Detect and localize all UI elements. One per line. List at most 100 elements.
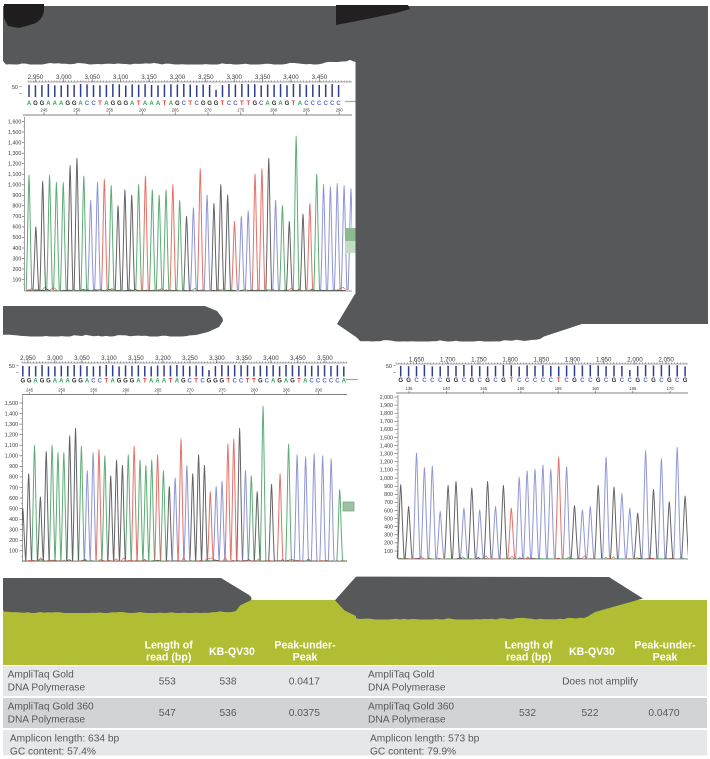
svg-text:1,200: 1,200 (5, 433, 18, 439)
svg-text:G: G (201, 101, 206, 107)
svg-text:G: G (258, 379, 263, 385)
svg-text:1,500: 1,500 (5, 401, 18, 407)
svg-text:A: A (155, 379, 160, 385)
svg-text:255: 255 (106, 108, 114, 113)
svg-text:155: 155 (555, 386, 563, 391)
svg-text:G: G (40, 379, 45, 385)
svg-text:300: 300 (9, 528, 18, 534)
svg-text:C: C (304, 101, 309, 107)
svg-text:1,850: 1,850 (534, 357, 550, 364)
svg-text:A: A (143, 101, 148, 107)
svg-text:T: T (169, 379, 173, 385)
svg-text:1,300: 1,300 (380, 452, 393, 458)
svg-text:C: C (620, 378, 625, 384)
svg-text:KB-QV30: KB-QV30 (209, 646, 255, 658)
svg-text:A: A (130, 101, 135, 107)
svg-text:C: C (85, 101, 90, 107)
svg-text:A: A (342, 379, 347, 385)
svg-text:265: 265 (155, 388, 163, 393)
svg-text:1,200: 1,200 (380, 460, 393, 466)
svg-text:135: 135 (406, 386, 414, 391)
svg-text:read (bp): read (bp) (506, 652, 551, 664)
svg-text:C: C (604, 378, 609, 384)
svg-text:250: 250 (58, 388, 66, 393)
svg-text:G: G (290, 379, 295, 385)
svg-text:G: G (213, 379, 218, 385)
svg-text:G: G (40, 101, 45, 107)
svg-text:C: C (525, 378, 530, 384)
svg-text:C: C (336, 101, 341, 107)
svg-text:3,100: 3,100 (113, 74, 129, 81)
svg-text:C: C (628, 378, 633, 384)
svg-text:G: G (46, 379, 51, 385)
svg-text:255: 255 (90, 388, 98, 393)
svg-text:145: 145 (480, 386, 488, 391)
svg-text:100: 100 (9, 549, 18, 555)
svg-text:800: 800 (9, 475, 18, 481)
svg-text:1,000: 1,000 (8, 183, 21, 189)
svg-text:C: C (588, 378, 593, 384)
svg-text:3,050: 3,050 (74, 355, 90, 362)
svg-text:700: 700 (12, 214, 21, 220)
svg-text:G: G (123, 379, 128, 385)
svg-text:C: C (200, 379, 205, 385)
svg-text:Peak: Peak (653, 652, 678, 664)
svg-text:A: A (169, 101, 174, 107)
svg-text:1,700: 1,700 (440, 357, 456, 364)
svg-text:Peak-under-: Peak-under- (634, 640, 696, 652)
svg-text:Length of: Length of (145, 640, 194, 652)
svg-text:C: C (239, 379, 244, 385)
svg-text:AmpliTaq Gold 360: AmpliTaq Gold 360 (368, 702, 454, 713)
svg-text:1,700: 1,700 (380, 419, 393, 425)
svg-text:DNA Polymerase: DNA Polymerase (8, 715, 86, 726)
svg-text:3,400: 3,400 (263, 355, 279, 362)
svg-text:538: 538 (220, 676, 237, 687)
svg-text:3,100: 3,100 (101, 355, 117, 362)
svg-text:G: G (572, 378, 577, 384)
svg-text:800: 800 (384, 492, 393, 498)
svg-text:G: G (33, 101, 38, 107)
svg-text:T: T (557, 378, 561, 384)
svg-text:0.0470: 0.0470 (648, 708, 679, 719)
svg-text:C: C (462, 378, 467, 384)
svg-text:G: G (123, 101, 128, 107)
svg-text:1,200: 1,200 (8, 162, 21, 168)
svg-text:1,900: 1,900 (380, 403, 393, 409)
svg-text:275: 275 (219, 388, 227, 393)
svg-text:AmpliTaq Gold 360: AmpliTaq Gold 360 (8, 702, 94, 713)
svg-text:500: 500 (9, 506, 18, 512)
svg-text:500: 500 (12, 235, 21, 241)
svg-text:600: 600 (9, 496, 18, 502)
svg-text:C: C (330, 101, 335, 107)
svg-text:A: A (46, 101, 51, 107)
svg-text:T: T (226, 379, 230, 385)
svg-text:Amplicon length: 634 bp: Amplicon length: 634 bp (10, 734, 120, 745)
svg-text:G: G (117, 101, 122, 107)
svg-text:A: A (78, 101, 83, 107)
svg-text:100: 100 (384, 549, 393, 555)
svg-text:280: 280 (270, 108, 278, 113)
svg-text:A: A (104, 101, 109, 107)
svg-text:140: 140 (443, 386, 451, 391)
svg-text:C: C (317, 101, 322, 107)
svg-text:1,900: 1,900 (565, 357, 581, 364)
svg-text:0.0375: 0.0375 (289, 708, 320, 719)
svg-text:A: A (303, 379, 308, 385)
svg-text:AmpliTaq Gold: AmpliTaq Gold (368, 670, 435, 681)
svg-text:600: 600 (384, 508, 393, 514)
svg-text:C: C (517, 378, 522, 384)
svg-text:G: G (78, 379, 83, 385)
svg-text:C: C (541, 378, 546, 384)
svg-text:G: G (130, 379, 135, 385)
svg-text:C: C (91, 379, 96, 385)
svg-text:C: C (316, 379, 321, 385)
svg-text:A: A (66, 379, 71, 385)
svg-text:G: G (683, 378, 688, 384)
svg-text:1,000: 1,000 (5, 454, 18, 460)
svg-text:100: 100 (12, 277, 21, 283)
svg-text:C: C (438, 378, 443, 384)
svg-text:0.0417: 0.0417 (289, 676, 320, 687)
svg-text:260: 260 (122, 388, 130, 393)
svg-text:1,400: 1,400 (5, 411, 18, 417)
svg-text:3,450: 3,450 (290, 355, 306, 362)
